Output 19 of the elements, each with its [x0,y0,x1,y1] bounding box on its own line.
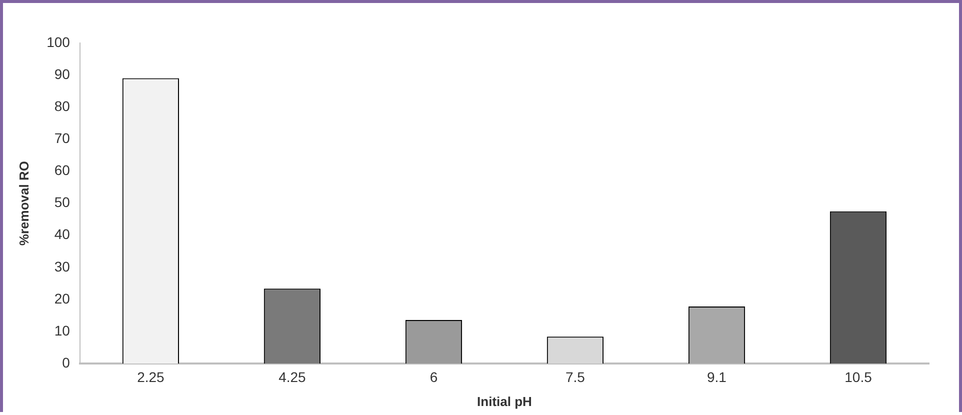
y-axis-title: %removal RO [16,161,32,246]
y-tick-label: 30 [54,258,70,274]
x-tick-label: 4.25 [278,368,306,385]
y-tick-label: 10 [54,322,70,338]
x-tick-label: 9.1 [707,368,727,385]
x-tick-label: 7.5 [566,368,586,385]
y-tick-label: 40 [54,226,70,242]
y-tick-label: 0 [62,354,70,370]
y-tick-label: 50 [54,194,70,210]
x-tick-label: 6 [430,368,438,385]
y-tick-label: 90 [54,66,70,82]
x-tick-label: 10.5 [844,368,872,385]
y-tick-label: 100 [46,34,70,50]
x-axis-title: Initial pH [477,394,532,409]
y-tick-label: 60 [54,162,70,178]
y-tick-label: 20 [54,290,70,306]
x-tick-label: 2.25 [137,368,165,385]
y-tick-label: 70 [54,130,70,146]
y-tick-label: 80 [54,98,70,114]
